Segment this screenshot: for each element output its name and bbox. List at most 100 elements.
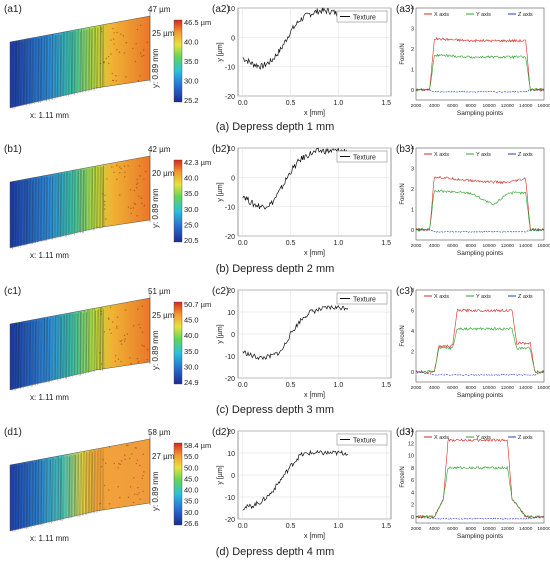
- surface-striation: [97, 450, 98, 513]
- surface-striation: [24, 323, 26, 388]
- y-tick-label: 0: [231, 175, 235, 182]
- surface-texture-dot: [138, 492, 140, 494]
- surface-striation: [86, 312, 88, 373]
- surface-texture-dot: [103, 208, 106, 210]
- surface-texture-dot: [120, 343, 123, 345]
- surface-striation: [16, 465, 18, 531]
- surface-striation: [35, 38, 36, 103]
- surface-striation: [84, 169, 86, 232]
- legend-label: Texture: [353, 297, 376, 304]
- row-d: (d1) x: 1.11 mm y: 0.89 mm 58 µm 27 µm 58.4 µ…: [4, 427, 550, 543]
- x-tick-label: 16000: [537, 526, 550, 532]
- surface-y-axis-label: y: 0.89 mm: [151, 48, 160, 88]
- surface-striation: [50, 36, 52, 100]
- x-axis-label: Sampling points: [457, 392, 504, 399]
- profile-d: (d2)20 10 0 -10 -200.0 0.5 1.0 1.5 x [mm] y [µm] T…: [212, 427, 392, 540]
- surface-c: (c1) x: 1.11 mm y: 0.89 mm 51 µm 25 µm 50.7 µ…: [4, 286, 211, 402]
- y-tick-label: 4: [411, 146, 414, 152]
- panel-label: (a2): [212, 4, 230, 15]
- surface-striation: [81, 169, 83, 234]
- surface-texture-dot: [115, 75, 117, 77]
- surface-striation: [21, 322, 23, 389]
- surface-striation: [45, 319, 47, 383]
- x-tick-label: 16000: [537, 385, 550, 391]
- y-axis-label: y [µm]: [217, 42, 224, 61]
- surface-striation: [90, 29, 92, 91]
- surface-texture-dot: [99, 502, 102, 505]
- plot-frame: [415, 430, 545, 524]
- surface-striation: [98, 308, 100, 370]
- surface-texture-dot: [107, 489, 110, 491]
- surface-striation: [25, 322, 27, 387]
- surface-texture-dot: [109, 328, 111, 331]
- surface-striation: [28, 180, 30, 244]
- surface-texture-dot: [112, 27, 114, 30]
- surface-x-axis-line: [9, 87, 97, 109]
- surface-striation: [27, 322, 29, 388]
- legend-label: X axis: [434, 152, 449, 158]
- force-series-0: [415, 308, 545, 374]
- surface-x-axis-line: [9, 369, 97, 391]
- panel-label: (c2): [212, 286, 229, 297]
- surface-striation: [72, 32, 74, 95]
- surface-texture-dot: [130, 212, 132, 215]
- x-tick-label: 12000: [501, 385, 515, 391]
- surface-texture-dot: [119, 172, 121, 174]
- colorbar-tick: 25.0: [184, 220, 199, 229]
- colorbar-tick: 30.0: [184, 205, 199, 214]
- surface-striation: [78, 311, 80, 377]
- surface-texture-dot: [132, 325, 135, 327]
- y-tick-label: -20: [225, 517, 235, 524]
- y-tick-label: 0: [411, 228, 414, 234]
- panel-label: (d1): [4, 427, 22, 438]
- x-tick-label: 16000: [537, 103, 550, 109]
- surface-striation: [59, 458, 61, 521]
- force-series-1: [415, 53, 545, 92]
- surface-striation: [75, 455, 77, 517]
- surface-striation: [66, 314, 67, 379]
- surface-texture-dot: [132, 47, 134, 50]
- legend-label: Y axis: [476, 152, 491, 158]
- surface-striation: [11, 44, 13, 110]
- surface-striation: [47, 459, 49, 523]
- surface-texture-dot: [128, 457, 131, 460]
- y-tick-label: 10: [227, 6, 235, 13]
- surface-striation: [16, 41, 18, 107]
- surface-striation: [56, 316, 58, 381]
- surface-striation: [24, 40, 26, 106]
- surface-striation: [42, 176, 44, 242]
- colorbar-tick: 26.6: [184, 519, 199, 528]
- x-tick-label: 14000: [519, 526, 533, 532]
- surface-striation: [11, 466, 13, 532]
- surface-striation: [76, 452, 78, 518]
- x-tick-label: 1.5: [381, 100, 391, 107]
- surface-texture-dot: [135, 43, 137, 45]
- surface-texture-dot: [143, 178, 145, 180]
- texture-series-line: [242, 449, 349, 511]
- force-series-1: [415, 189, 545, 232]
- surface-texture-dot: [133, 477, 135, 479]
- surface-striation: [41, 320, 43, 385]
- surface-striation: [53, 34, 55, 100]
- colorbar-tick: 42.3 µm: [184, 158, 211, 167]
- surface-texture-dot: [134, 203, 137, 205]
- surface-striation: [95, 166, 97, 229]
- y-tick-label: 10: [227, 310, 235, 317]
- surface-texture-dot: [132, 207, 134, 209]
- surface-striation: [79, 31, 81, 93]
- surface-striation: [56, 35, 58, 98]
- surface-striation: [95, 310, 97, 371]
- surface-striation: [101, 448, 103, 511]
- y-tick-label: 14: [408, 429, 414, 435]
- surface-texture-dot: [143, 345, 145, 347]
- surface-texture-dot: [99, 352, 101, 354]
- colorbar-tick: 40.0: [184, 486, 199, 495]
- x-tick-label: 10000: [482, 243, 496, 249]
- surface-texture-dot: [143, 204, 146, 207]
- surface-texture-dot: [101, 193, 104, 195]
- surface-striation: [17, 180, 19, 248]
- surface-striation: [45, 35, 47, 102]
- panel-label: (b1): [4, 144, 22, 155]
- surface-texture-dot: [141, 344, 143, 346]
- surface-striation: [52, 176, 54, 240]
